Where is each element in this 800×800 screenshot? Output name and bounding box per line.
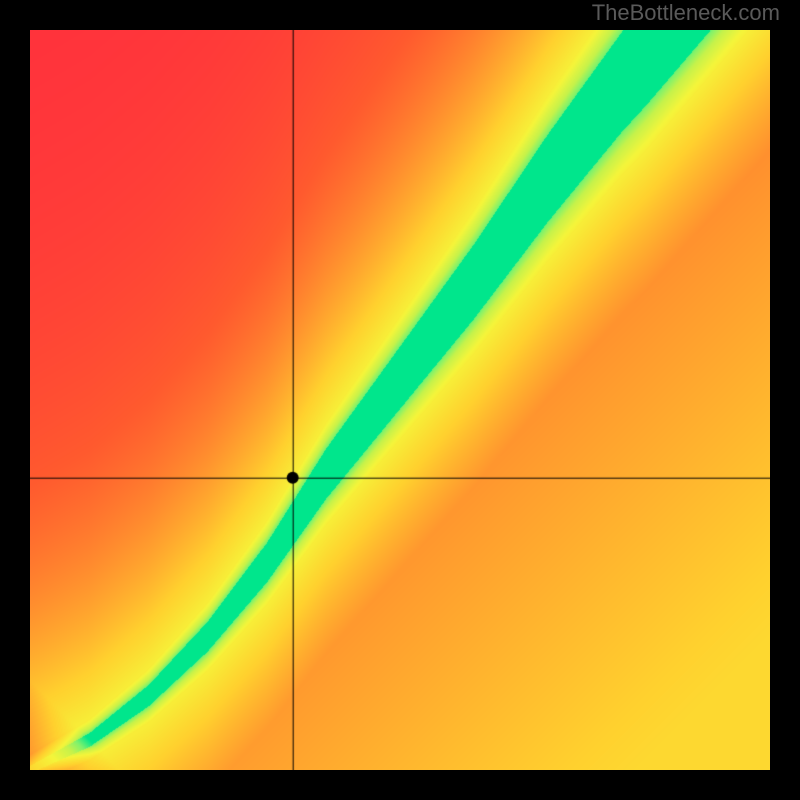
crosshair-overlay (30, 30, 770, 770)
watermark-text: TheBottleneck.com (592, 0, 780, 26)
chart-container: TheBottleneck.com (0, 0, 800, 800)
